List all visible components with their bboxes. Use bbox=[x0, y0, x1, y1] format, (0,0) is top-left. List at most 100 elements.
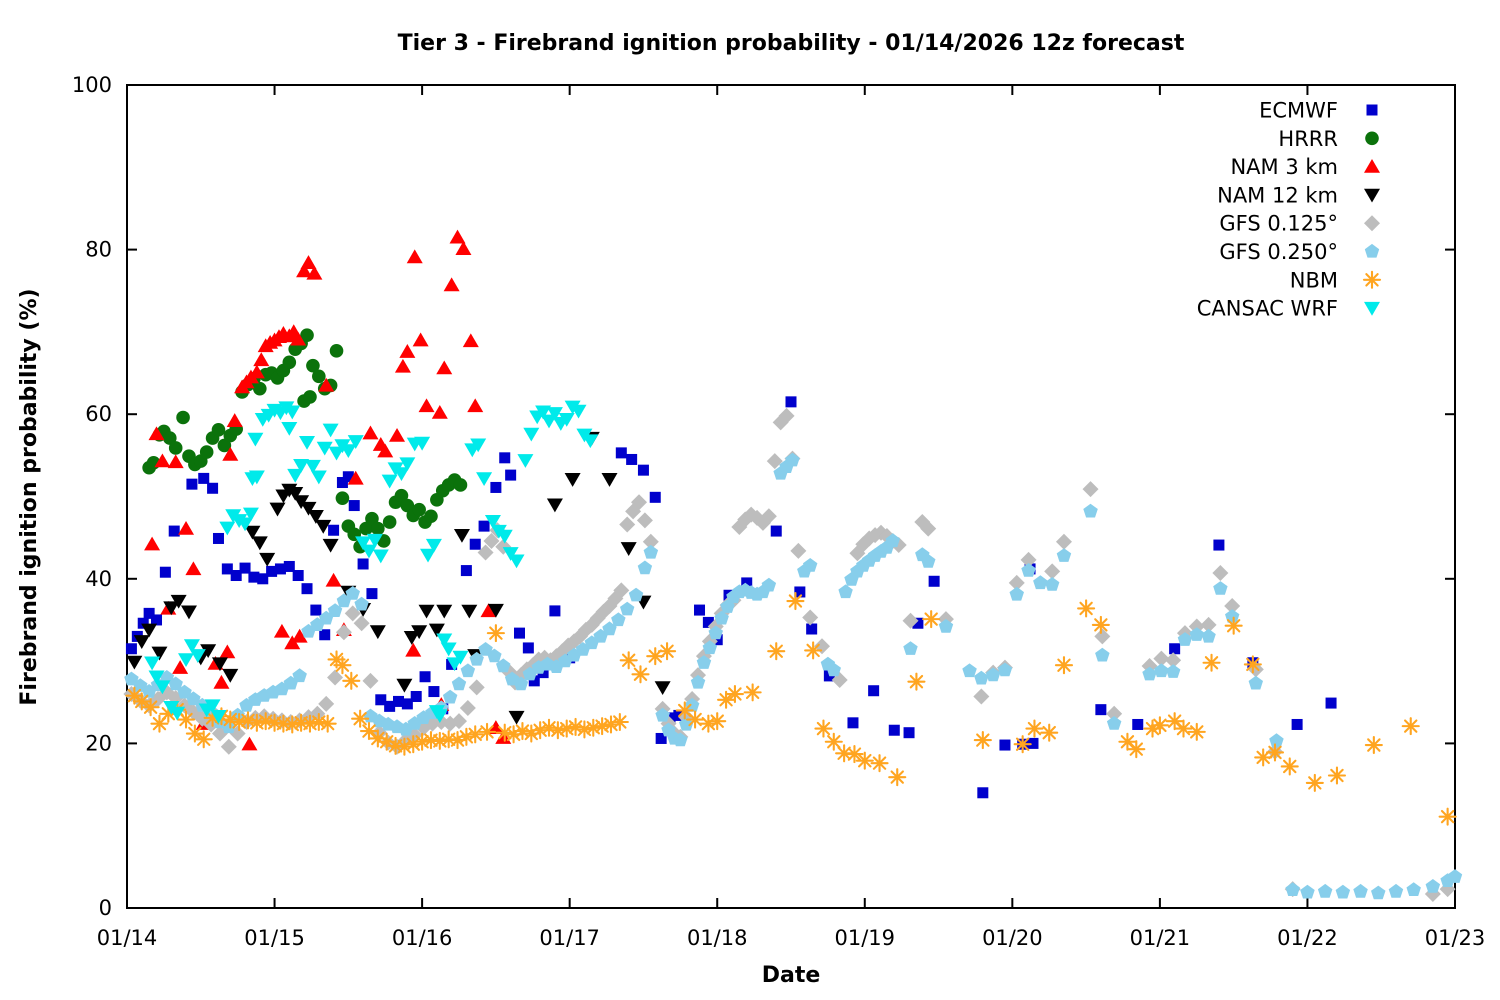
data-point bbox=[477, 722, 497, 741]
data-point bbox=[802, 609, 819, 626]
data-point bbox=[431, 709, 448, 724]
legend-entry: HRRR bbox=[1278, 127, 1379, 151]
data-point bbox=[281, 421, 298, 436]
data-point bbox=[499, 452, 511, 464]
data-point bbox=[711, 634, 723, 646]
data-point bbox=[658, 642, 677, 661]
data-point bbox=[144, 536, 161, 551]
data-point bbox=[377, 443, 394, 458]
data-point bbox=[394, 358, 411, 373]
data-point bbox=[318, 377, 335, 392]
data-point bbox=[394, 488, 409, 503]
data-point bbox=[247, 432, 264, 447]
data-point bbox=[168, 525, 180, 537]
data-points-layer bbox=[123, 229, 1463, 903]
legend-label: CANSAC WRF bbox=[1197, 297, 1338, 321]
data-point bbox=[284, 405, 301, 420]
data-point bbox=[177, 684, 192, 699]
data-point bbox=[348, 500, 360, 512]
data-point bbox=[172, 660, 189, 674]
data-point bbox=[300, 255, 317, 269]
data-point bbox=[300, 328, 314, 342]
data-point bbox=[347, 470, 364, 485]
data-point bbox=[401, 698, 413, 710]
y-tick-label: 20 bbox=[85, 731, 112, 755]
legend-marker-icon bbox=[1364, 243, 1380, 258]
data-point bbox=[269, 502, 286, 517]
legend-entry: GFS 0.250° bbox=[1219, 240, 1380, 264]
data-point bbox=[778, 407, 795, 424]
data-point bbox=[403, 631, 420, 645]
data-point bbox=[451, 676, 467, 691]
data-point bbox=[357, 558, 369, 570]
data-point bbox=[253, 352, 270, 367]
data-point bbox=[1020, 551, 1037, 568]
data-point bbox=[143, 607, 155, 619]
data-point bbox=[535, 405, 552, 420]
data-point bbox=[486, 624, 505, 643]
plot-border bbox=[126, 84, 1456, 909]
data-point bbox=[1201, 628, 1216, 643]
x-tick-label: 01/18 bbox=[687, 926, 748, 950]
data-point bbox=[345, 586, 360, 600]
data-point bbox=[496, 529, 513, 544]
data-point bbox=[902, 612, 919, 629]
data-point bbox=[655, 732, 667, 744]
data-point bbox=[999, 739, 1011, 751]
data-point bbox=[354, 596, 369, 611]
data-point bbox=[928, 575, 940, 587]
legend-marker-icon bbox=[1366, 104, 1378, 116]
data-point bbox=[144, 656, 161, 671]
data-point bbox=[382, 515, 397, 529]
data-point bbox=[1254, 748, 1273, 767]
data-point bbox=[903, 727, 915, 739]
legend-label: NBM bbox=[1290, 268, 1338, 292]
data-point bbox=[1008, 574, 1025, 591]
data-point bbox=[564, 473, 581, 487]
data-point bbox=[460, 663, 476, 678]
data-point bbox=[449, 229, 466, 244]
data-point bbox=[362, 672, 379, 689]
data-point bbox=[903, 641, 918, 655]
data-point bbox=[183, 639, 200, 654]
data-point bbox=[717, 690, 736, 709]
x-tick-label: 01/16 bbox=[392, 926, 453, 950]
data-point bbox=[359, 521, 373, 536]
data-point bbox=[283, 560, 295, 572]
data-point bbox=[340, 444, 357, 459]
data-point bbox=[1054, 656, 1074, 675]
data-point bbox=[244, 525, 261, 540]
data-point bbox=[631, 494, 648, 511]
legend-marker-icon bbox=[1364, 188, 1380, 203]
data-point bbox=[628, 587, 644, 602]
data-point bbox=[351, 709, 370, 728]
data-point bbox=[921, 553, 936, 568]
data-point bbox=[176, 410, 190, 425]
x-tick-label: 01/19 bbox=[835, 926, 896, 950]
data-point bbox=[222, 668, 239, 683]
data-point bbox=[168, 676, 183, 691]
data-point bbox=[548, 721, 567, 740]
data-point bbox=[163, 601, 180, 616]
data-point bbox=[219, 644, 236, 659]
data-point bbox=[1224, 597, 1241, 614]
data-point bbox=[248, 571, 260, 583]
data-point bbox=[888, 724, 900, 736]
x-tick-label: 01/21 bbox=[1130, 926, 1191, 950]
data-point bbox=[528, 675, 540, 687]
data-point bbox=[178, 520, 195, 535]
data-point bbox=[362, 425, 379, 440]
data-point bbox=[304, 459, 321, 474]
data-point bbox=[1150, 716, 1169, 735]
data-point bbox=[490, 481, 502, 493]
data-point bbox=[920, 520, 937, 537]
data-point bbox=[125, 686, 144, 705]
data-point bbox=[200, 644, 217, 659]
data-point bbox=[411, 625, 428, 640]
data-point bbox=[642, 533, 659, 550]
data-point bbox=[1388, 883, 1404, 898]
data-point bbox=[985, 667, 1001, 682]
data-point bbox=[1243, 655, 1262, 674]
data-point bbox=[296, 263, 313, 278]
data-point bbox=[714, 610, 729, 625]
